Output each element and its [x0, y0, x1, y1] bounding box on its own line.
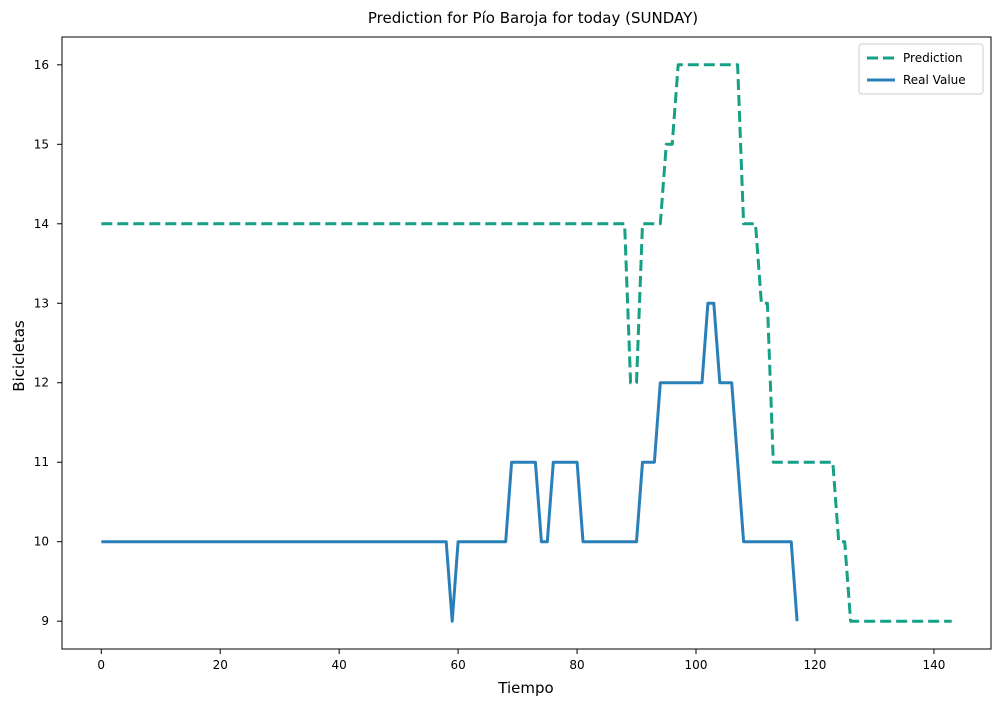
x-tick-label: 100	[685, 658, 708, 672]
x-tick-label: 40	[332, 658, 347, 672]
plot-area	[101, 63, 952, 623]
legend: Prediction Real Value	[858, 43, 984, 95]
x-tick-label: 0	[97, 658, 105, 672]
y-tick-label: 15	[34, 137, 49, 151]
legend-label: Real Value	[903, 73, 966, 87]
legend-label: Prediction	[903, 51, 963, 65]
x-tick-label: 120	[804, 658, 827, 672]
y-tick-label: 9	[41, 614, 49, 628]
y-axis: 9 10 11 12 13 14 15 16	[34, 58, 62, 628]
x-axis: 0 20 40 60 80 100 120 140	[97, 649, 945, 672]
x-tick-label: 140	[922, 658, 945, 672]
series-line-real-value	[101, 301, 799, 623]
x-tick-label: 60	[450, 658, 465, 672]
x-tick-label: 20	[213, 658, 228, 672]
y-tick-label: 10	[34, 535, 49, 549]
y-axis-label: Bicicletas	[10, 320, 28, 392]
y-tick-label: 13	[34, 296, 49, 310]
y-tick-label: 14	[34, 217, 49, 231]
x-axis-label: Tiempo	[497, 679, 553, 697]
y-tick-label: 12	[34, 376, 49, 390]
plot-frame	[61, 36, 992, 650]
series-line-prediction	[101, 63, 952, 623]
y-tick-label: 16	[34, 58, 49, 72]
y-tick-label: 11	[34, 455, 49, 469]
x-tick-label: 80	[569, 658, 584, 672]
chart-title: Prediction for Pío Baroja for today (SUN…	[368, 9, 698, 27]
